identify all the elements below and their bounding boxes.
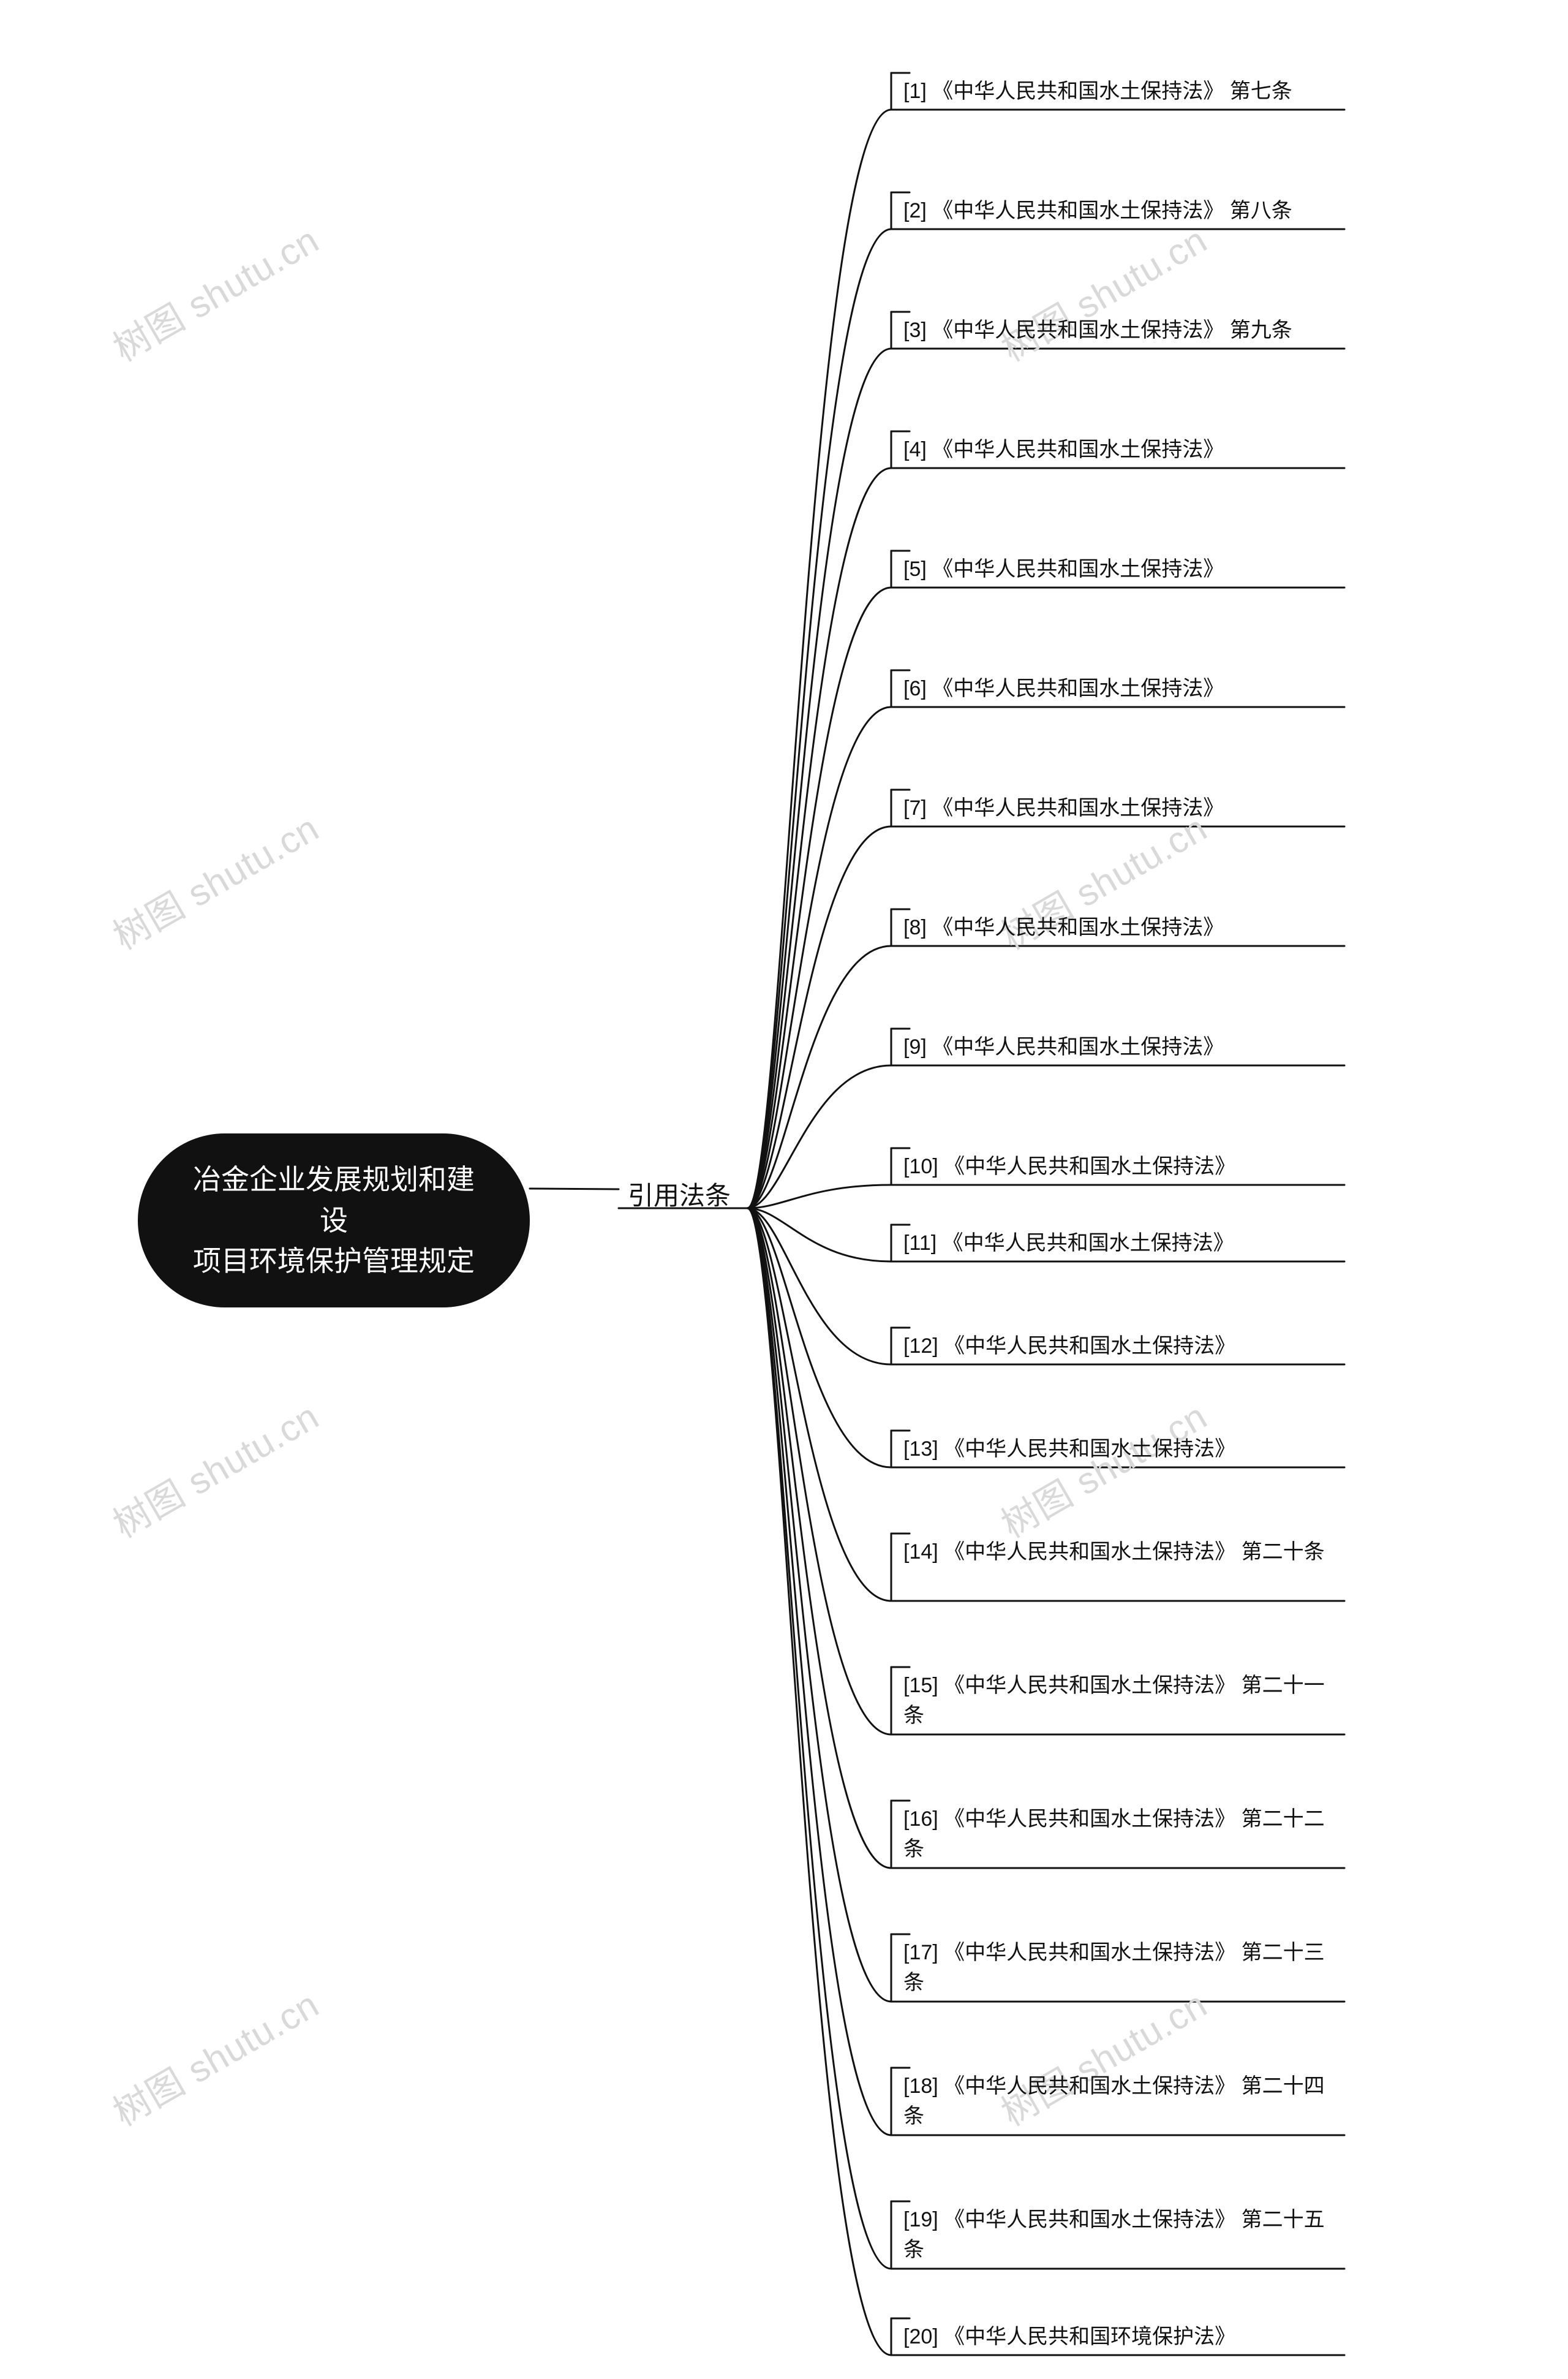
leaf-node: [10] 《中华人民共和国水土保持法》 bbox=[903, 1152, 1235, 1182]
leaf-node: [2] 《中华人民共和国水土保持法》 第八条 bbox=[903, 196, 1292, 226]
root-label-line1: 冶金企业发展规划和建设 bbox=[181, 1159, 487, 1241]
leaf-node: [11] 《中华人民共和国水土保持法》 bbox=[903, 1228, 1234, 1258]
leaf-node: [18] 《中华人民共和国水土保持法》 第二十四条 bbox=[903, 2071, 1344, 2132]
leaf-node: [14] 《中华人民共和国水土保持法》 第二十条 bbox=[903, 1537, 1325, 1567]
leaf-node: [13] 《中华人民共和国水土保持法》 bbox=[903, 1434, 1235, 1464]
leaf-node: [5] 《中华人民共和国水土保持法》 bbox=[903, 554, 1224, 584]
leaf-node: [9] 《中华人民共和国水土保持法》 bbox=[903, 1032, 1224, 1062]
mid-node: 引用法条 bbox=[628, 1175, 731, 1212]
leaf-node: [19] 《中华人民共和国水土保持法》 第二十五条 bbox=[903, 2205, 1344, 2266]
leaf-node: [20] 《中华人民共和国环境保护法》 bbox=[903, 2322, 1235, 2352]
leaf-node: [1] 《中华人民共和国水土保持法》 第七条 bbox=[903, 77, 1292, 107]
leaf-node: [17] 《中华人民共和国水土保持法》 第二十三条 bbox=[903, 1938, 1344, 1999]
leaf-node: [7] 《中华人民共和国水土保持法》 bbox=[903, 793, 1224, 823]
mindmap-canvas: 冶金企业发展规划和建设 项目环境保护管理规定 引用法条 树图 shutu.cn树… bbox=[0, 0, 1568, 2379]
leaf-node: [3] 《中华人民共和国水土保持法》 第九条 bbox=[903, 316, 1292, 346]
leaf-node: [15] 《中华人民共和国水土保持法》 第二十一条 bbox=[903, 1671, 1344, 1731]
root-node: 冶金企业发展规划和建设 项目环境保护管理规定 bbox=[138, 1133, 530, 1307]
leaf-node: [4] 《中华人民共和国水土保持法》 bbox=[903, 435, 1224, 465]
leaf-node: [6] 《中华人民共和国水土保持法》 bbox=[903, 674, 1224, 704]
root-label-line2: 项目环境保护管理规定 bbox=[181, 1241, 487, 1282]
leaf-node: [12] 《中华人民共和国水土保持法》 bbox=[903, 1331, 1235, 1361]
leaf-node: [16] 《中华人民共和国水土保持法》 第二十二条 bbox=[903, 1804, 1344, 1865]
leaf-node: [8] 《中华人民共和国水土保持法》 bbox=[903, 913, 1224, 943]
